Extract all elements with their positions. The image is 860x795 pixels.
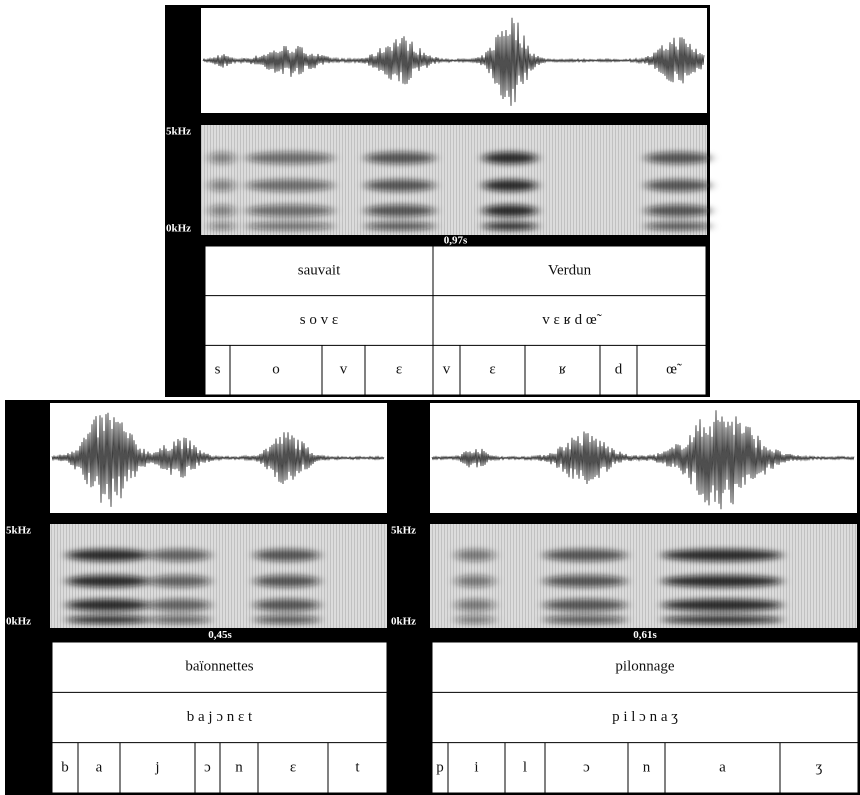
segment-label: o [272,362,280,378]
tier-area [204,245,707,396]
segment-label: v [340,362,348,378]
transcription-label: s o v ɛ [300,312,338,328]
segment-label: ɔ [583,759,590,775]
frequency-max-label: 5kHz [391,525,416,537]
segment-label: t [355,759,360,775]
waveform [51,412,385,507]
word-label: baïonnettes [185,659,253,675]
duration-label: 0,97s [444,235,468,247]
frequency-max-label: 5kHz [166,126,191,138]
duration-label: 0,45s [208,629,232,641]
waveform [431,410,855,510]
segment-label: l [523,759,527,775]
segment-label: ɔ [204,759,211,775]
segment-label: j [154,759,159,775]
segment-label: v [443,362,451,378]
frequency-min-label: 0kHz [166,223,191,235]
word-label: sauvait [298,262,341,278]
segment-label: ɛ [290,759,296,775]
duration-label: 0,61s [633,629,657,641]
segment-label: ɛ [489,362,495,378]
segment-label: n [643,759,651,775]
word-label: pilonnage [615,659,674,675]
segment-label: ɛ [396,362,402,378]
spectrogram-striations [50,524,387,628]
waveform [202,17,705,106]
segment-label: ʒ [816,759,823,775]
segment-label: ʁ [559,362,567,378]
tier-area [431,641,859,794]
segment-label: b [61,759,69,775]
spectrogram-striations [201,125,707,235]
segment-label: i [474,759,478,775]
spectrogram-striations [430,524,857,628]
segment-label: a [719,759,726,775]
transcription-label: p i l ɔ n a ʒ [612,709,678,725]
segment-label: n [235,759,243,775]
transcription-label: b a j ɔ n ɛ t [187,709,253,725]
segment-label: s [215,362,221,378]
segment-label: a [96,759,103,775]
word-label: Verdun [548,262,592,278]
transcription-label: v ɛ ʁ d œ̃ [542,312,601,328]
frequency-min-label: 0kHz [6,616,31,628]
frequency-min-label: 0kHz [391,616,416,628]
frequency-max-label: 5kHz [6,525,31,537]
segment-label: d [615,362,623,378]
segment-label: p [436,759,444,775]
